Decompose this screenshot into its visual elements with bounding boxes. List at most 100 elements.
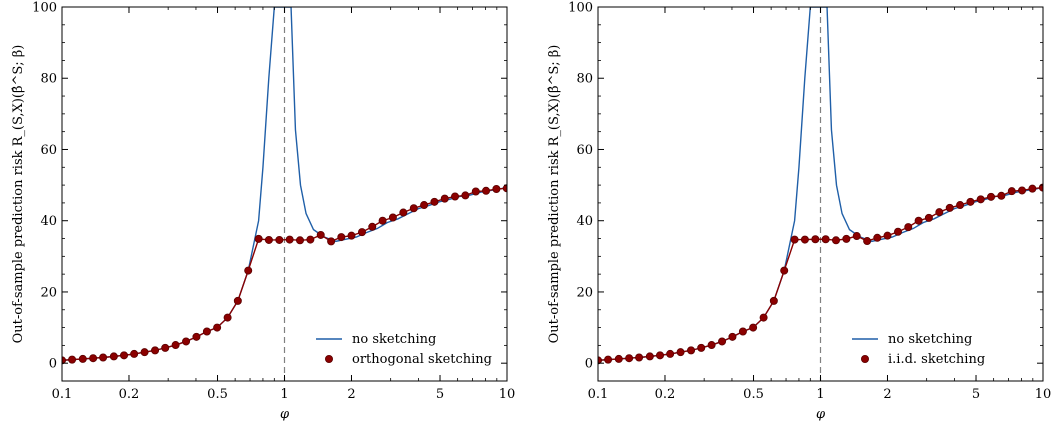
- legend-label-no-sketching: no sketching: [888, 332, 972, 347]
- data-point: [482, 186, 491, 195]
- x-tick-label: 0.1: [52, 387, 73, 402]
- data-point: [440, 194, 449, 203]
- data-point: [987, 192, 996, 201]
- data-point: [852, 232, 861, 241]
- left-panel: 0.1 0.2 0.5 1 2 5 10020406080100φOut-of-sample…: [11, 1, 515, 423]
- x-tick-label: 2: [347, 387, 355, 402]
- plot-area: [598, 7, 1043, 365]
- data-point: [223, 313, 232, 322]
- data-point: [738, 327, 747, 336]
- data-point: [357, 228, 366, 237]
- data-point: [956, 201, 965, 210]
- y-tick-label: 100: [568, 1, 593, 16]
- data-point: [244, 266, 253, 275]
- y-tick-label: 0: [49, 357, 57, 372]
- y-axis-label: Out-of-sample prediction risk R_(S,X)(β̂…: [547, 45, 562, 344]
- data-point: [388, 213, 397, 222]
- y-tick-label: 80: [576, 72, 593, 87]
- data-point: [130, 349, 139, 358]
- data-point: [759, 313, 768, 322]
- data-point: [285, 235, 294, 244]
- data-point: [718, 337, 727, 346]
- data-point: [945, 203, 954, 212]
- data-point: [182, 337, 191, 346]
- data-point: [614, 354, 623, 363]
- x-tick-label: 10: [1035, 387, 1052, 402]
- y-tick-label: 40: [576, 214, 593, 229]
- x-tick-label: 0.5: [207, 387, 228, 402]
- data-point: [275, 235, 284, 244]
- x-tick-label: 5: [436, 387, 444, 402]
- data-point: [873, 233, 882, 242]
- y-tick-label: 60: [576, 143, 593, 158]
- data-point: [790, 235, 799, 244]
- plot-frame: [61, 6, 508, 382]
- data-point: [99, 353, 108, 362]
- x-axis-label: φ: [816, 407, 826, 422]
- data-point: [161, 343, 170, 352]
- plot-frame: [597, 6, 1044, 382]
- data-point: [171, 341, 180, 350]
- data-point: [68, 355, 77, 364]
- x-tick-label: 2: [883, 387, 891, 402]
- data-point: [894, 227, 903, 236]
- data-point: [687, 346, 696, 355]
- x-tick-label: 5: [972, 387, 980, 402]
- data-point: [420, 201, 429, 210]
- x-tick-label: 0.2: [655, 387, 676, 402]
- right-panel: 0.1 0.2 0.5 1 2 5 10020406080100φOut-of-sample…: [547, 1, 1051, 423]
- data-point: [461, 191, 470, 200]
- data-point: [151, 346, 160, 355]
- data-point: [645, 352, 654, 361]
- data-point: [430, 197, 439, 206]
- x-tick-label: 1: [280, 387, 288, 402]
- data-point: [295, 236, 304, 245]
- data-point: [192, 332, 201, 341]
- data-point: [780, 266, 789, 275]
- data-point: [976, 195, 985, 204]
- data-point: [1018, 186, 1027, 195]
- x-tick-label: 1: [816, 387, 824, 402]
- data-point: [378, 216, 387, 225]
- y-tick-label: 60: [40, 143, 57, 158]
- legend-marker-icon: [861, 354, 870, 363]
- data-point: [202, 327, 211, 336]
- data-point: [832, 236, 841, 245]
- data-point: [749, 323, 758, 332]
- data-point: [78, 354, 87, 363]
- data-point: [451, 192, 460, 201]
- data-point: [769, 296, 778, 305]
- data-point: [707, 341, 716, 350]
- data-point: [604, 355, 613, 364]
- x-tick-label: 0.2: [119, 387, 140, 402]
- data-point: [254, 234, 263, 243]
- legend-marker-icon: [324, 354, 333, 363]
- x-tick-label: 10: [499, 387, 516, 402]
- data-point: [368, 222, 377, 231]
- data-point: [924, 213, 933, 222]
- data-point: [635, 353, 644, 362]
- legend-label-no-sketching: no sketching: [352, 332, 436, 347]
- legend-label-sketching: orthogonal sketching: [352, 352, 492, 367]
- y-axis-label: Out-of-sample prediction risk R_(S,X)(β̂…: [11, 45, 26, 344]
- data-point: [492, 185, 501, 194]
- data-point: [914, 216, 923, 225]
- data-point: [264, 235, 273, 244]
- data-point: [140, 348, 149, 357]
- y-tick-label: 20: [576, 285, 593, 300]
- data-point: [316, 230, 325, 239]
- data-point: [656, 351, 665, 360]
- y-tick-label: 100: [32, 1, 57, 16]
- y-tick-label: 80: [40, 72, 57, 87]
- y-tick-label: 20: [40, 285, 57, 300]
- data-point: [233, 296, 242, 305]
- data-point: [213, 323, 222, 332]
- data-point: [327, 237, 336, 246]
- x-tick-label: 0.1: [588, 387, 609, 402]
- data-point: [904, 223, 913, 232]
- data-point: [728, 332, 737, 341]
- data-point: [89, 354, 98, 363]
- data-point: [821, 235, 830, 244]
- data-point: [306, 235, 315, 244]
- y-tick-label: 0: [585, 357, 593, 372]
